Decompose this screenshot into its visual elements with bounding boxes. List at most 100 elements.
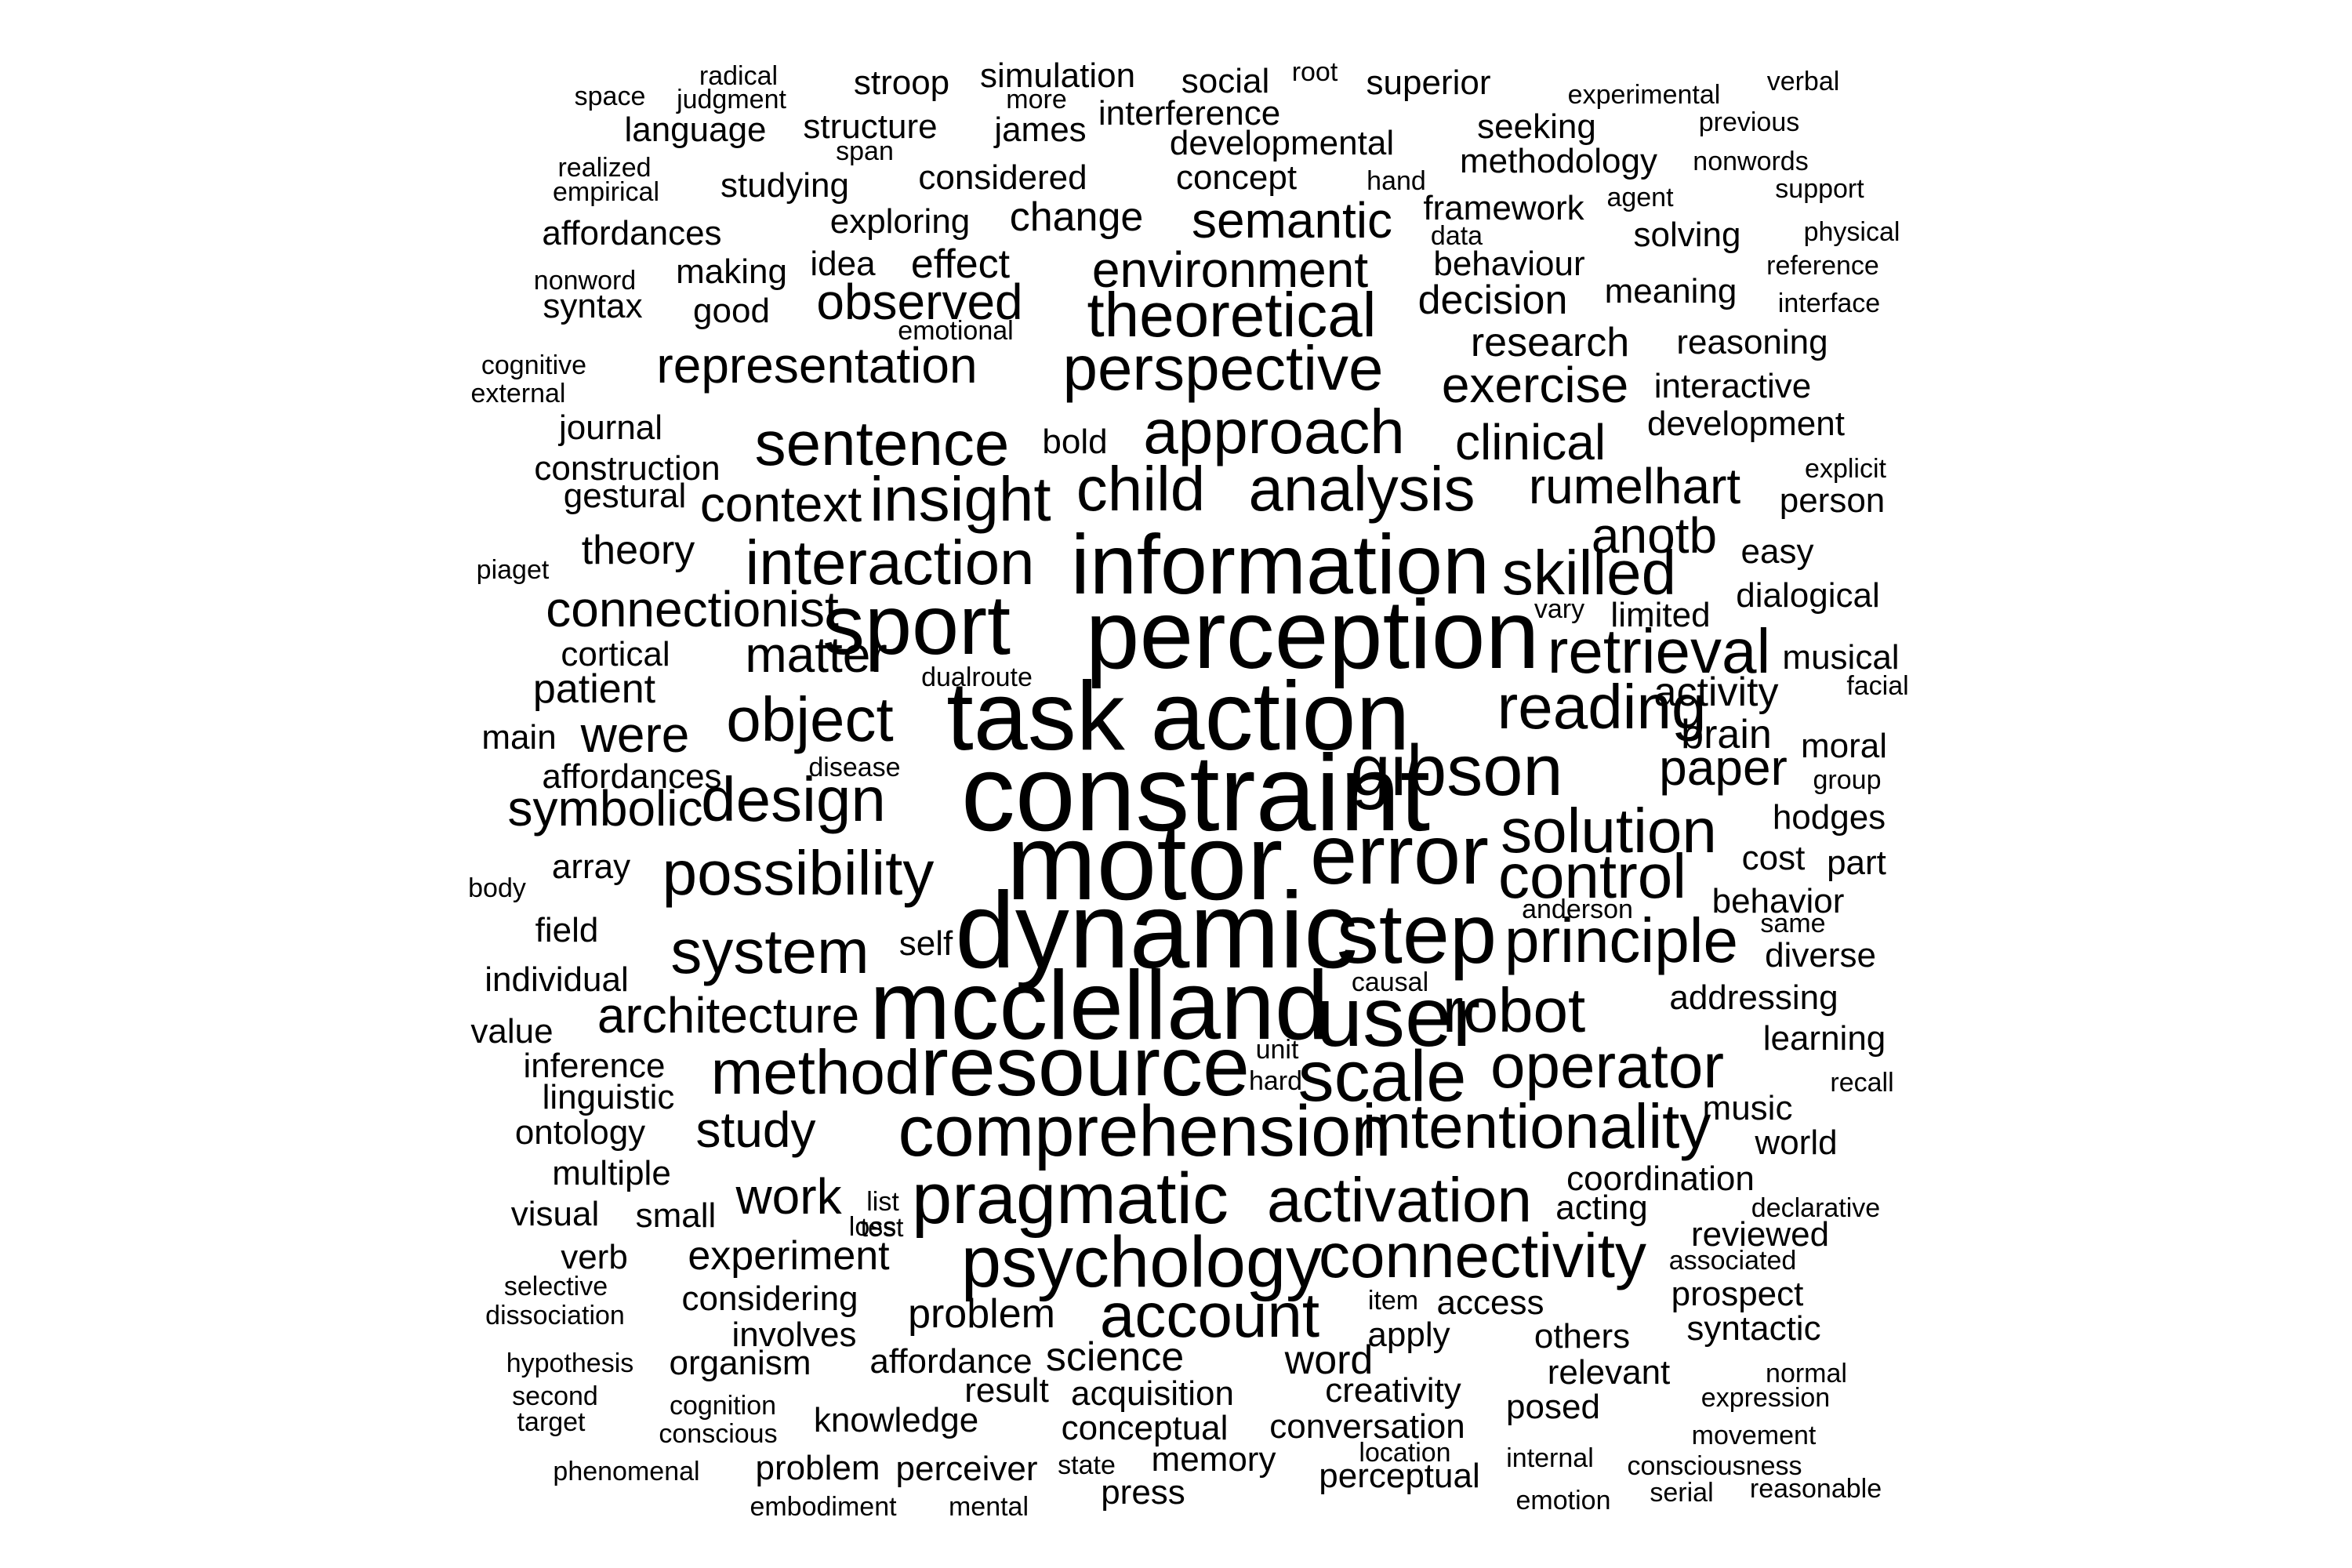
word-exercise: exercise xyxy=(1441,357,1629,413)
word-space: space xyxy=(574,82,646,111)
word-context: context xyxy=(699,476,862,532)
word-list: list xyxy=(866,1187,899,1217)
word-system: system xyxy=(670,916,869,986)
word-second: second xyxy=(512,1381,598,1411)
word-recall: recall xyxy=(1830,1068,1894,1098)
word-easy: easy xyxy=(1740,532,1814,571)
word-scale: scale xyxy=(1298,1036,1467,1116)
word-support: support xyxy=(1775,174,1864,204)
word-coordination: coordination xyxy=(1566,1160,1755,1198)
word-dynamic: dynamic xyxy=(955,870,1358,991)
word-motor: motor xyxy=(1006,802,1283,923)
word-making: making xyxy=(676,252,787,291)
word-social: social xyxy=(1181,62,1270,100)
word-work: work xyxy=(735,1168,842,1225)
word-radical: radical xyxy=(699,61,779,91)
word-cognition: cognition xyxy=(669,1391,777,1421)
word-musical: musical xyxy=(1782,638,1900,677)
word-multiple: multiple xyxy=(552,1154,671,1192)
word-self: self xyxy=(898,924,953,963)
word-body: body xyxy=(468,873,526,903)
word-solution: solution xyxy=(1501,796,1717,866)
word-paper: paper xyxy=(1659,739,1788,796)
word-declarative: declarative xyxy=(1751,1193,1881,1223)
word-behaviour: behaviour xyxy=(1433,245,1585,283)
word-anotb: anotb xyxy=(1591,507,1718,564)
word-disease: disease xyxy=(808,753,901,782)
word-step: step xyxy=(1336,886,1497,981)
word-data: data xyxy=(1430,221,1483,251)
word-small: small xyxy=(635,1196,717,1235)
word-idea: idea xyxy=(810,245,876,283)
word-psychology: psychology xyxy=(960,1222,1323,1302)
word-interference: interference xyxy=(1098,94,1281,132)
word-verb: verb xyxy=(561,1238,628,1276)
word-more: more xyxy=(1006,85,1067,114)
word-research: research xyxy=(1470,320,1630,365)
word-others: others xyxy=(1534,1317,1631,1356)
word-array: array xyxy=(551,848,631,886)
word-judgment: judgment xyxy=(677,85,786,114)
word-realized: realized xyxy=(557,153,652,183)
word-knowledge: knowledge xyxy=(813,1401,979,1439)
word-bold: bold xyxy=(1042,423,1108,461)
word-hard: hard xyxy=(1248,1066,1303,1096)
word-selective: selective xyxy=(503,1272,608,1301)
word-meaning: meaning xyxy=(1604,272,1737,310)
word-solving: solving xyxy=(1633,216,1741,254)
word-prospect: prospect xyxy=(1671,1275,1804,1313)
word-acting: acting xyxy=(1555,1189,1648,1227)
word-serial: serial xyxy=(1650,1478,1714,1508)
word-stroop: stroop xyxy=(853,64,950,102)
word-good: good xyxy=(693,292,770,330)
word-perceiver: perceiver xyxy=(895,1450,1038,1488)
word-syntax: syntax xyxy=(543,287,643,325)
word-world: world xyxy=(1755,1123,1838,1162)
word-action: action xyxy=(1150,662,1410,771)
word-science: science xyxy=(1045,1334,1185,1380)
word-seeking: seeking xyxy=(1477,107,1596,146)
word-music: music xyxy=(1702,1089,1793,1127)
word-affordances: affordances xyxy=(542,757,722,796)
word-unit: unit xyxy=(1255,1035,1299,1065)
word-conceptual: conceptual xyxy=(1061,1409,1229,1447)
word-agent: agent xyxy=(1606,183,1674,212)
word-construction: construction xyxy=(534,449,720,488)
word-matter: matter xyxy=(745,626,887,683)
word-structure: structure xyxy=(803,107,938,146)
word-expression: expression xyxy=(1700,1383,1831,1413)
word-hand: hand xyxy=(1367,166,1426,196)
word-skilled: skilled xyxy=(1501,538,1677,608)
word-intentionality: intentionality xyxy=(1362,1091,1711,1161)
word-reading: reading xyxy=(1497,672,1707,742)
word-organism: organism xyxy=(669,1344,811,1382)
word-framework: framework xyxy=(1423,189,1584,227)
word-dissociation: dissociation xyxy=(485,1301,625,1330)
word-child: child xyxy=(1076,454,1206,524)
word-architecture: architecture xyxy=(597,987,860,1044)
word-value: value xyxy=(470,1012,554,1051)
word-embodiment: embodiment xyxy=(750,1492,897,1522)
word-affordance: affordance xyxy=(869,1342,1033,1381)
word-access: access xyxy=(1436,1283,1544,1322)
word-mental: mental xyxy=(948,1492,1029,1522)
word-ontology: ontology xyxy=(514,1113,646,1152)
word-studying: studying xyxy=(720,166,849,205)
word-dialogical: dialogical xyxy=(1736,576,1880,615)
word-control: control xyxy=(1497,841,1687,911)
word-state: state xyxy=(1058,1450,1116,1480)
word-development: development xyxy=(1647,405,1845,443)
word-piaget: piaget xyxy=(476,555,550,585)
word-associated: associated xyxy=(1668,1246,1797,1276)
word-sport: sport xyxy=(822,577,1011,672)
word-object: object xyxy=(726,684,894,754)
word-previous: previous xyxy=(1698,107,1800,137)
word-account: account xyxy=(1099,1280,1320,1350)
word-facial: facial xyxy=(1846,671,1909,701)
word-symbolic: symbolic xyxy=(507,780,703,837)
word-considered: considered xyxy=(918,158,1087,197)
word-interactive: interactive xyxy=(1653,367,1812,405)
word-creativity: creativity xyxy=(1325,1371,1461,1410)
word-addressing: addressing xyxy=(1669,978,1838,1017)
